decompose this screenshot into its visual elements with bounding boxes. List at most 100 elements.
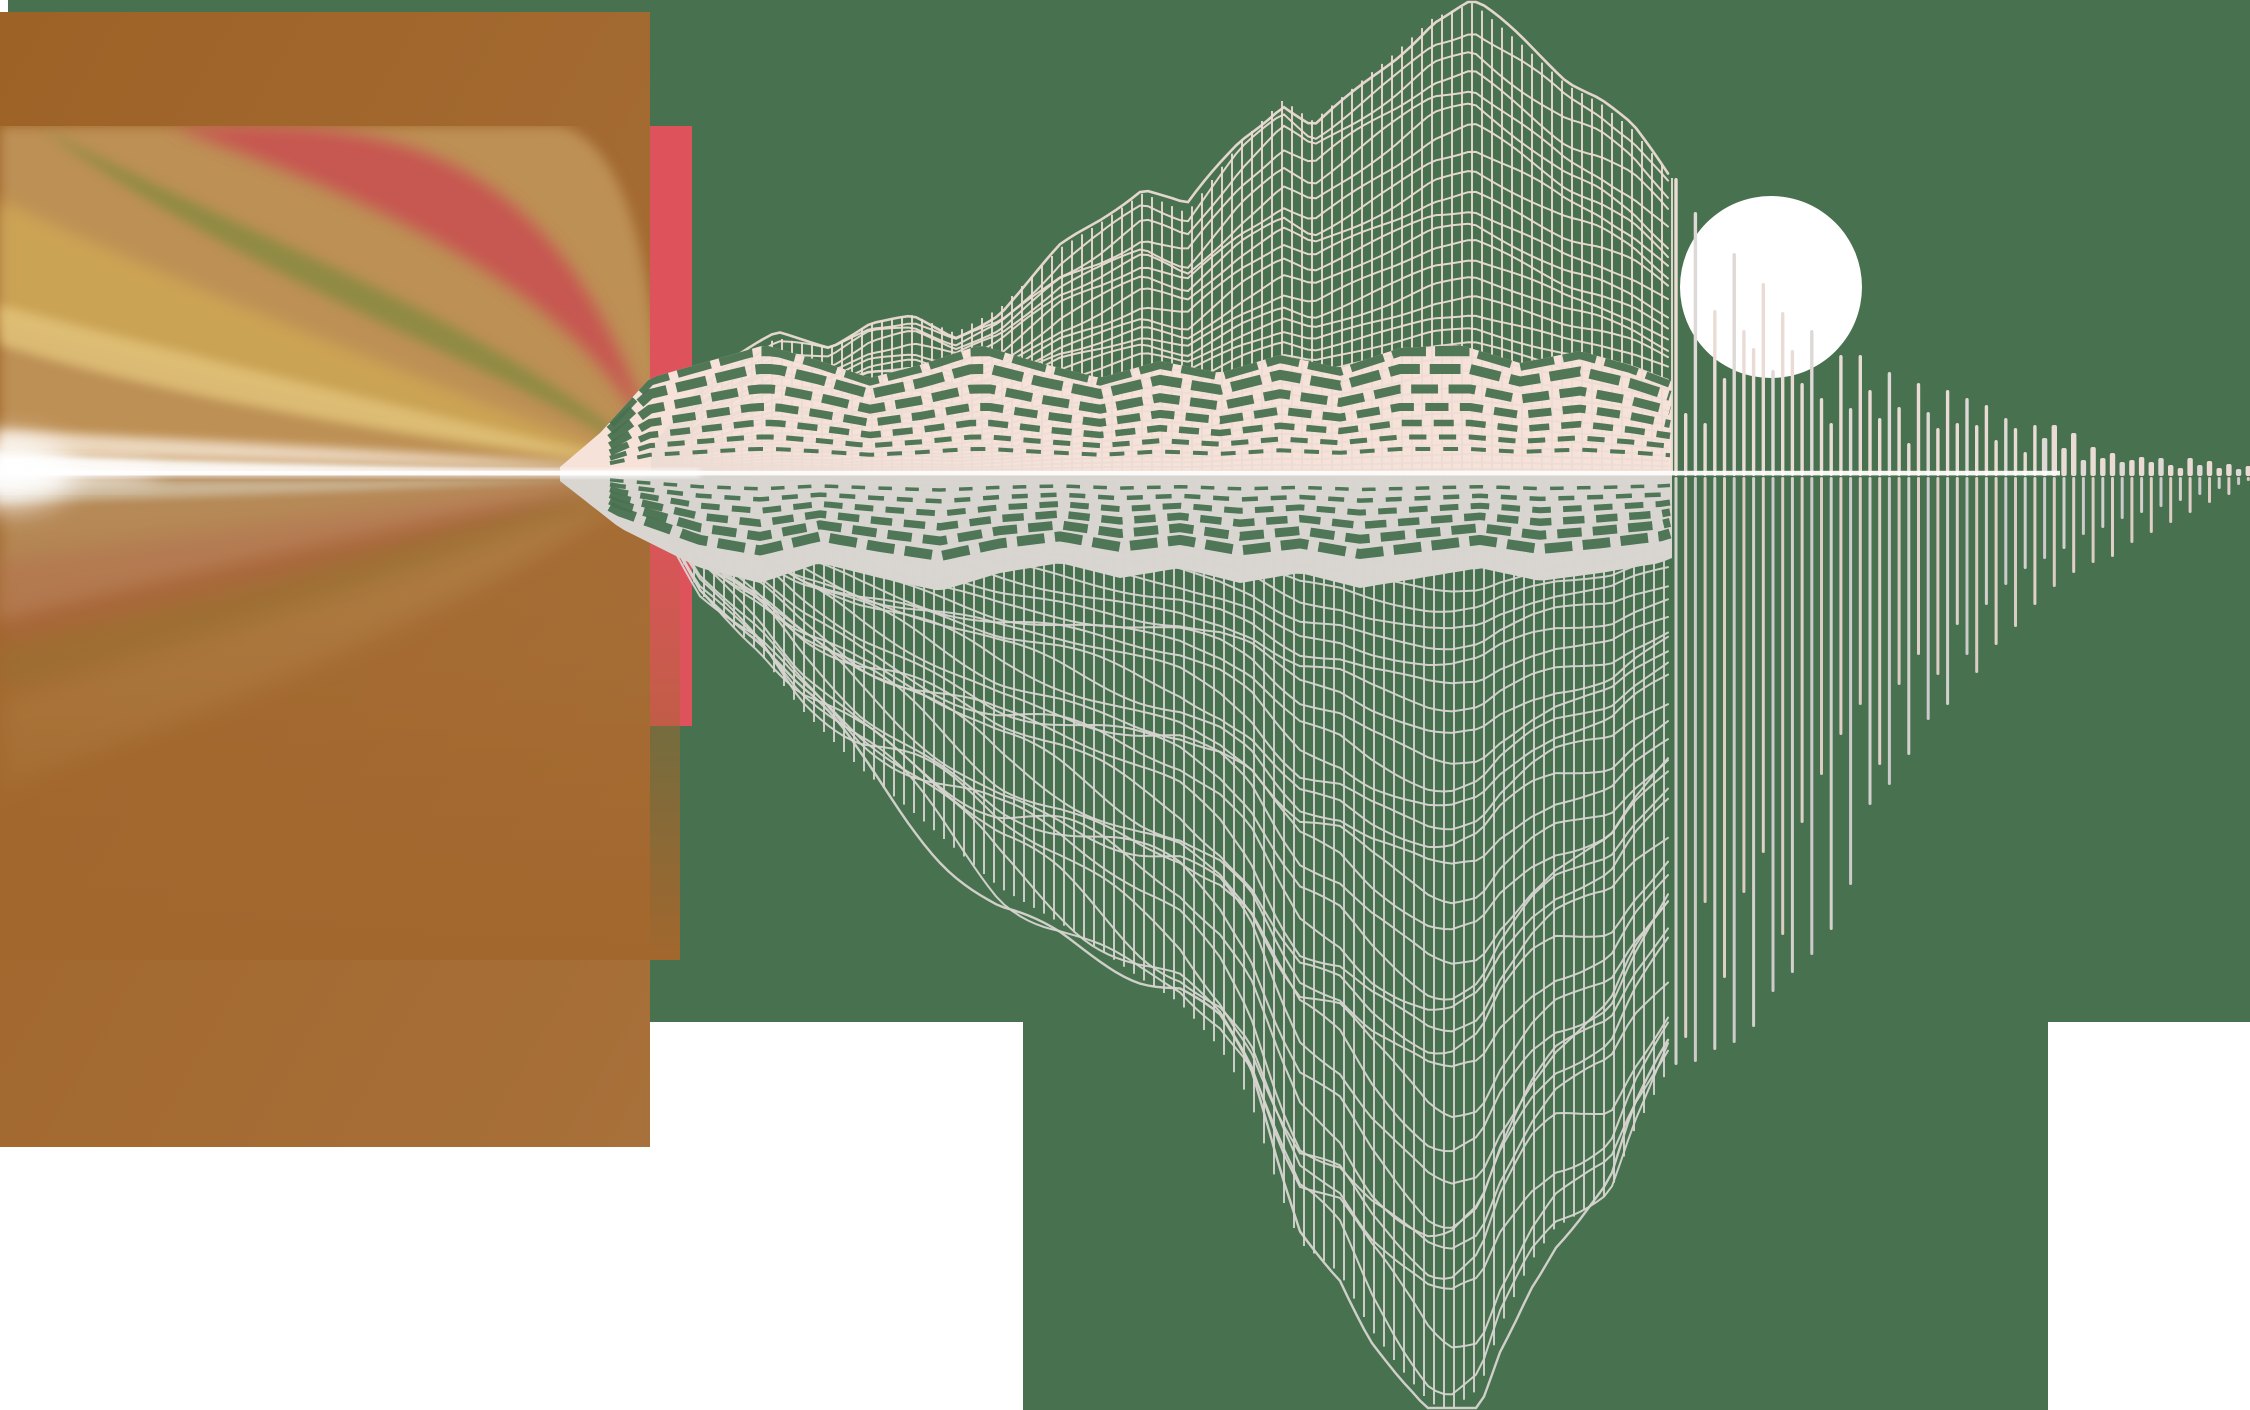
waveform-bar-down	[2014, 477, 2017, 627]
band-slit-row	[609, 434, 1671, 461]
waveform-bar-up	[1829, 423, 1833, 476]
band-slit-row	[607, 403, 1671, 450]
waveform-bar-up	[1819, 398, 1824, 476]
waveform-bar-up	[2216, 468, 2222, 476]
waveform-bar-up	[2109, 453, 2116, 476]
waveform-bar-up	[2119, 462, 2125, 476]
waveform-bar-up	[1751, 348, 1756, 476]
waveform-bar-up	[1790, 350, 1795, 476]
waveform-bar-down	[1936, 477, 1940, 675]
waveform-bar-up	[2177, 468, 2184, 476]
waveform-bar-up	[2158, 458, 2164, 476]
waveform-bar-down	[1946, 477, 1950, 705]
waveform-bar-up	[1887, 372, 1892, 476]
band-slit-row	[609, 447, 1671, 466]
mesh-contour-line	[650, 0, 1670, 450]
waveform-bar-down	[2178, 477, 2182, 501]
waveform-bar-down	[1713, 477, 1717, 1050]
waveform-bar-down	[1849, 477, 1853, 885]
waveform-bar-down	[1810, 477, 1814, 955]
waveform-bar-up	[2226, 464, 2232, 476]
band-slit-row	[606, 364, 1672, 435]
waveform-bar-up	[2138, 457, 2145, 476]
waveform-bar-up	[1742, 330, 1746, 476]
waveform-bar-up	[2051, 425, 2057, 476]
waveform-bar-down	[2130, 477, 2134, 543]
waveform-bar-down	[2208, 477, 2211, 503]
waveform-bar-down	[2227, 477, 2231, 495]
waveform-bar-down	[2246, 477, 2250, 481]
waveform-bar-down	[1955, 477, 1959, 625]
waveform-bar-up	[2061, 448, 2067, 476]
flame-reflect-light-band	[0, 477, 660, 503]
waveform-bar-up	[1771, 370, 1775, 476]
waveform-bar-up	[1839, 355, 1843, 476]
waveform-bar-up	[2168, 465, 2174, 476]
waveform-bar-up	[1858, 355, 1862, 476]
waveform-bar-down	[1800, 477, 1804, 823]
waveform-bar-down	[1829, 477, 1833, 930]
waveform-bar-up	[2206, 461, 2213, 476]
waveform-bar-up	[1684, 413, 1688, 476]
waveform-bar-down	[2217, 477, 2221, 489]
band-slit-row	[607, 501, 1672, 562]
flame-band-red-crescent	[170, 126, 662, 466]
waveform-bar-down	[2043, 477, 2047, 559]
waveform-bar-down	[1975, 477, 1979, 673]
waveform-bar-down	[1742, 477, 1746, 893]
waveform-bar-up	[1984, 405, 1989, 476]
waveform-bar-down	[1926, 477, 1930, 720]
waveform-bar-up	[1994, 440, 1998, 476]
waveform-bar-up	[2100, 458, 2106, 476]
waveform-bar-down	[2140, 477, 2144, 513]
waveform-bar-down	[2052, 477, 2056, 587]
waveform-bar-down	[2101, 477, 2105, 528]
waveform-bar-up	[1674, 178, 1678, 476]
waveform-bar-down	[1723, 477, 1726, 978]
waveform-bar-down	[1752, 477, 1756, 1027]
horizon-line-bright	[0, 470, 700, 477]
waveform-bar-up	[2245, 466, 2250, 476]
waveform-bar-down	[2159, 477, 2163, 507]
flame-gradient-reflection	[0, 476, 680, 960]
waveform-bar-up	[2187, 458, 2193, 476]
flame-band-cream-band	[0, 430, 656, 471]
waveform-bar-down	[2033, 477, 2037, 605]
waveform-bar-up	[2197, 465, 2203, 476]
waveform-bar-down	[1771, 477, 1775, 992]
waveform-bar-down	[2237, 477, 2241, 485]
waveform-bar-up	[1693, 212, 1698, 476]
waveform-bar-up	[1916, 383, 1921, 476]
waveform-bar-down	[1907, 477, 1911, 755]
waveform-bar-down	[2111, 477, 2114, 557]
waveform-bar-down	[1781, 477, 1785, 935]
waveform-bar-up	[2148, 462, 2154, 476]
waveform-bar-up	[1926, 412, 1930, 476]
waveform-bar-down	[1674, 477, 1678, 1065]
waveform-bar-down	[2081, 477, 2085, 535]
waveform-bar-up	[2129, 460, 2135, 476]
waveform-bar-up	[2041, 438, 2048, 476]
band-slit-row	[608, 496, 1672, 546]
waveform-bar-up	[1810, 330, 1814, 476]
waveform-bar-up	[2023, 452, 2027, 476]
waveform-bar-down	[2169, 477, 2173, 523]
sun-disc	[1680, 196, 1862, 378]
waveform-bar-down	[1984, 477, 1988, 605]
waveform-bar-down	[1917, 477, 1920, 655]
flame-gradient-upper	[0, 126, 662, 473]
waveform-bar-down	[1868, 477, 1872, 805]
waveform-bar-down	[1965, 477, 1969, 655]
waveform-bar-up	[2033, 425, 2037, 476]
waveform-bar-up	[2235, 469, 2242, 476]
waveform-bar-up	[2080, 460, 2087, 476]
green-backdrop-lower	[1023, 1022, 2048, 1410]
waveform-bar-up	[1722, 378, 1727, 476]
waveform-bar-down	[1693, 477, 1697, 1062]
reflection-fade	[0, 500, 680, 960]
waveform-bar-down	[2023, 477, 2027, 569]
waveform-bar-up	[1936, 428, 1940, 476]
waveform-bar-up	[1878, 418, 1882, 476]
